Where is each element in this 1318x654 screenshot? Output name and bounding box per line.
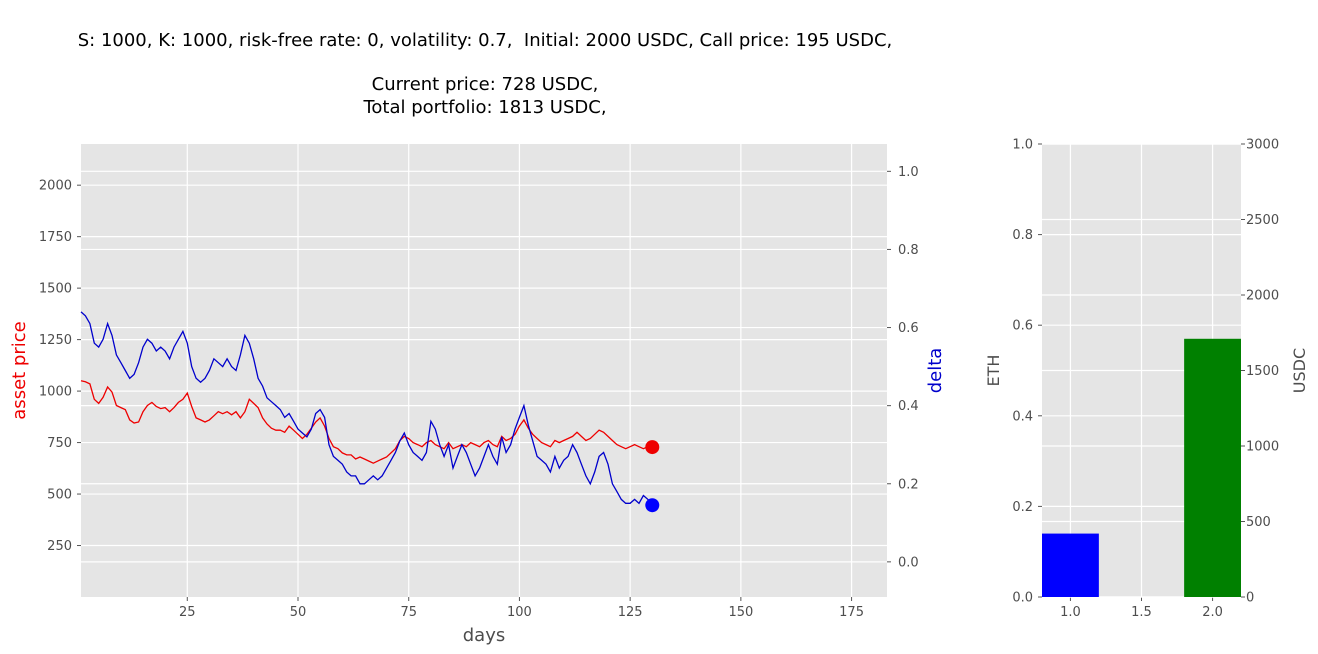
x-tick-label: 75 (400, 605, 417, 620)
y-tick-label-left: 1250 (39, 333, 72, 348)
y-tick-label-left: 1000 (39, 385, 72, 400)
y-tick-label-left: 250 (47, 539, 72, 554)
bar-y-tick-label-right: 500 (1246, 515, 1271, 530)
x-tick-label: 125 (618, 605, 643, 620)
x-tick-label: 50 (290, 605, 307, 620)
chart-title-line-1: S: 1000, K: 1000, risk-free rate: 0, vol… (77, 30, 893, 51)
bar-y-axis-label-left: ETH (984, 355, 1003, 387)
delta-current-marker (645, 498, 660, 513)
y-axis-label-left: asset price (9, 321, 30, 419)
y-tick-label-right: 0.8 (898, 243, 919, 258)
chart-title-line-2: Current price: 728 USDC, (371, 74, 599, 95)
y-axis-label-right: delta (925, 348, 946, 394)
x-tick-label: 100 (507, 605, 532, 620)
bar-y-tick-label-left: 0.6 (1012, 319, 1033, 334)
y-tick-label-right: 0.2 (898, 477, 919, 492)
bar-x-tick-label: 1.0 (1060, 605, 1081, 620)
y-tick-label-left: 1750 (39, 230, 72, 245)
y-tick-label-right: 0.0 (898, 555, 919, 570)
bar-x-tick-label: 1.5 (1131, 605, 1152, 620)
bar-y-axis-label-right: USDC (1290, 348, 1309, 393)
bar-y-tick-label-left: 0.2 (1012, 500, 1033, 515)
x-tick-label: 150 (728, 605, 753, 620)
bar-y-tick-label-left: 0.4 (1012, 409, 1033, 424)
bar-y-tick-label-right: 1500 (1246, 364, 1279, 379)
bar-y-tick-label-right: 0 (1246, 591, 1254, 606)
bar-y-tick-label-left: 0.0 (1012, 591, 1033, 606)
y-tick-label-left: 500 (47, 488, 72, 503)
delta-line (80, 311, 653, 506)
asset-price-line (80, 380, 653, 464)
y-tick-label-right: 0.6 (898, 321, 919, 336)
bar-y-tick-label-left: 1.0 (1012, 138, 1033, 153)
chart-title-line-3: Total portfolio: 1813 USDC, (363, 97, 607, 118)
y-tick-label-left: 750 (47, 436, 72, 451)
x-axis-label: days (463, 625, 506, 646)
eth-bar (1042, 533, 1099, 597)
bar-y-tick-label-left: 0.8 (1012, 228, 1033, 243)
bar-x-tick-label: 2.0 (1202, 605, 1223, 620)
y-tick-label-right: 0.4 (898, 399, 919, 414)
bar-y-tick-label-right: 1000 (1246, 440, 1279, 455)
y-tick-label-left: 2000 (39, 179, 72, 194)
bar-y-tick-label-right: 2500 (1246, 213, 1279, 228)
usdc-bar (1184, 338, 1241, 597)
y-tick-label-right: 1.0 (898, 165, 919, 180)
bar-y-tick-label-right: 3000 (1246, 138, 1279, 153)
x-tick-label: 25 (179, 605, 196, 620)
bar-y-tick-label-right: 2000 (1246, 289, 1279, 304)
y-tick-label-left: 1500 (39, 282, 72, 297)
main-plot-area (81, 144, 887, 597)
price-current-marker (645, 440, 660, 455)
x-tick-label: 175 (839, 605, 864, 620)
